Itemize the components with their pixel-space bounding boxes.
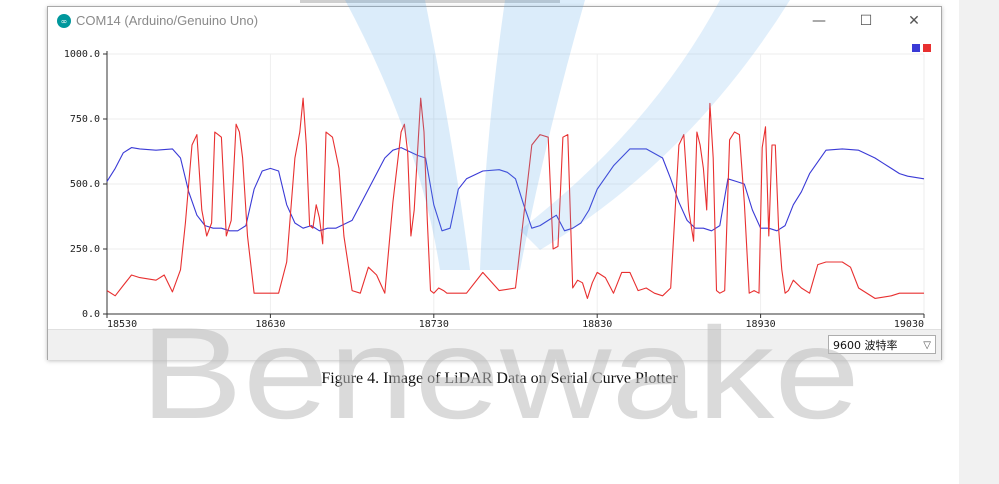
page-top-rule xyxy=(300,0,560,3)
svg-text:∞: ∞ xyxy=(61,17,68,26)
baud-rate-value: 9600 波特率 xyxy=(833,339,898,352)
serial-plotter-window: ∞ COM14 (Arduino/Genuino Uno) — ☐ ✕ 0.0 2… xyxy=(47,6,942,360)
figure-caption: Figure 4. Image of LiDAR Data on Serial … xyxy=(321,370,678,387)
x-tick-label: 18630 xyxy=(255,319,285,327)
series-line-2 xyxy=(106,97,924,299)
arduino-icon: ∞ xyxy=(57,14,71,28)
x-tick-label: 18930 xyxy=(746,319,776,327)
baud-rate-select[interactable]: 9600 波特率 ▽ xyxy=(828,335,936,354)
minimize-button[interactable]: — xyxy=(812,13,826,29)
plot-area: 0.0 250.0 500.0 750.0 1000.0 18530 18630 18730 1… xyxy=(48,36,941,327)
x-tick-label: 18730 xyxy=(419,319,449,327)
close-button[interactable]: ✕ xyxy=(908,13,920,29)
y-tick-label: 1000.0 xyxy=(64,49,100,60)
y-tick-label: 500.0 xyxy=(70,179,100,190)
page-margin-strip xyxy=(959,0,999,484)
window-title: COM14 (Arduino/Genuino Uno) xyxy=(76,13,259,28)
title-bar[interactable]: ∞ COM14 (Arduino/Genuino Uno) — ☐ ✕ xyxy=(48,7,941,36)
series-line-1 xyxy=(106,147,925,232)
status-bar: 9600 波特率 ▽ xyxy=(48,329,941,360)
y-tick-label: 250.0 xyxy=(70,244,100,255)
serial-plot: 0.0 250.0 500.0 750.0 1000.0 18530 18630 18730 1… xyxy=(64,44,931,327)
legend-swatch-1 xyxy=(912,44,920,52)
x-tick-label: 19030 xyxy=(894,319,924,327)
x-tick-label: 18830 xyxy=(582,319,612,327)
y-tick-label: 0.0 xyxy=(82,309,100,320)
chevron-down-icon: ▽ xyxy=(923,340,931,351)
maximize-button[interactable]: ☐ xyxy=(859,13,873,29)
y-tick-label: 750.0 xyxy=(70,114,100,125)
x-tick-label: 18530 xyxy=(107,319,137,327)
legend-swatch-2 xyxy=(923,44,931,52)
